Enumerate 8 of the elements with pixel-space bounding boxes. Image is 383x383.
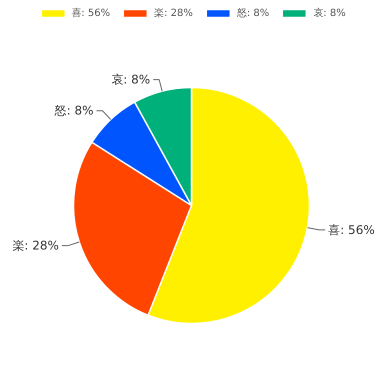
slice-label: 楽: 28% <box>12 238 59 253</box>
legend-label: 哀: 8% <box>313 6 346 20</box>
slice-label: 喜: 56% <box>328 222 375 237</box>
slice-label: 怒: 8% <box>54 104 94 118</box>
slice-label: 哀: 8% <box>111 72 150 87</box>
legend-label: 怒: 8% <box>236 7 270 20</box>
legend-label: 喜: 56% <box>71 6 110 20</box>
legend-label: 楽: 28% <box>154 7 193 20</box>
